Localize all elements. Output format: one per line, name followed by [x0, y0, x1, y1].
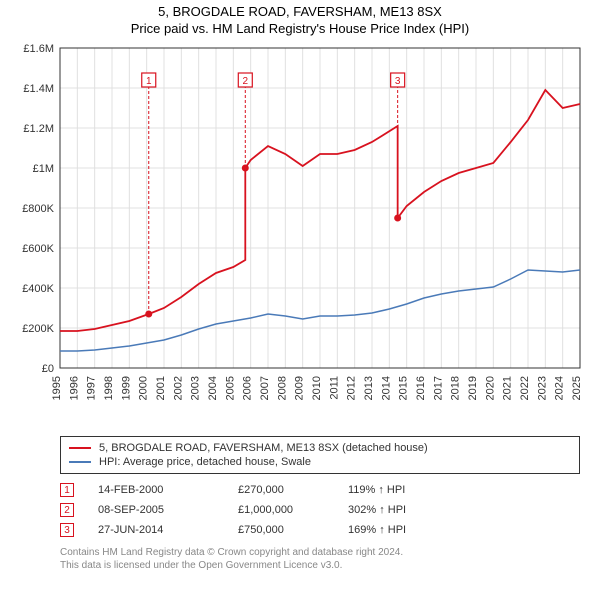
x-tick-label: 2020	[484, 376, 496, 400]
sale-row: 3 27-JUN-2014£750,000169% ↑ HPI	[60, 520, 580, 540]
x-tick-label: 2019	[467, 376, 479, 400]
x-tick-label: 2004	[207, 376, 219, 400]
x-tick-label: 2000	[138, 376, 150, 400]
sale-row: 2 08-SEP-2005£1,000,000302% ↑ HPI	[60, 500, 580, 520]
y-tick-label: £800K	[22, 203, 54, 215]
x-tick-label: 1998	[103, 376, 115, 400]
x-tick-label: 2025	[571, 376, 583, 400]
legend-label: HPI: Average price, detached house, Swal…	[99, 456, 311, 468]
sale-price: £270,000	[238, 484, 348, 496]
x-tick-label: 2021	[502, 376, 514, 400]
x-tick-label: 1997	[86, 376, 98, 400]
y-tick-label: £600K	[22, 243, 54, 255]
legend-item: 5, BROGDALE ROAD, FAVERSHAM, ME13 8SX (d…	[69, 441, 571, 455]
attribution-line1: Contains HM Land Registry data © Crown c…	[60, 546, 580, 559]
x-tick-label: 2017	[432, 376, 444, 400]
x-tick-label: 1995	[51, 376, 63, 400]
sale-hpi: 302% ↑ HPI	[348, 504, 406, 516]
legend: 5, BROGDALE ROAD, FAVERSHAM, ME13 8SX (d…	[60, 436, 580, 474]
chart-svg: £0 £200K £400K £600K £800K £1M £1.2M £1.4M £1.6M…	[0, 38, 600, 428]
x-tick-label: 2005	[224, 376, 236, 400]
x-tick-label: 2016	[415, 376, 427, 400]
x-tick-label: 1996	[68, 376, 80, 400]
y-tick-label: £400K	[22, 283, 54, 295]
x-tick-label: 1999	[120, 376, 132, 400]
sale-price: £750,000	[238, 524, 348, 536]
x-tick-label: 2023	[536, 376, 548, 400]
y-tick-label: £1.4M	[23, 83, 54, 95]
legend-swatch	[69, 461, 91, 463]
page-container: 5, BROGDALE ROAD, FAVERSHAM, ME13 8SX Pr…	[0, 0, 600, 572]
x-tick-label: 2015	[398, 376, 410, 400]
chart-title-block: 5, BROGDALE ROAD, FAVERSHAM, ME13 8SX Pr…	[0, 0, 600, 38]
x-tick-label: 2009	[294, 376, 306, 400]
x-tick-label: 2022	[519, 376, 531, 400]
y-tick-label: £0	[42, 363, 54, 375]
y-tick-label: £200K	[22, 323, 54, 335]
x-tick-label: 2012	[346, 376, 358, 400]
sale-marker: 1	[60, 483, 74, 497]
y-tick-label: £1.6M	[23, 43, 54, 55]
sale-date: 27-JUN-2014	[98, 524, 238, 536]
sale-marker-num: 2	[243, 76, 249, 87]
attribution: Contains HM Land Registry data © Crown c…	[60, 546, 580, 572]
x-tick-label: 2024	[554, 376, 566, 400]
x-tick-label: 2013	[363, 376, 375, 400]
legend-swatch	[69, 447, 91, 449]
sale-hpi: 169% ↑ HPI	[348, 524, 406, 536]
sales-table: 1 14-FEB-2000£270,000119% ↑ HPI 2 08-SEP-20…	[60, 480, 580, 540]
sale-marker: 2	[60, 503, 74, 517]
x-tick-label: 2010	[311, 376, 323, 400]
x-tick-label: 2007	[259, 376, 271, 400]
sale-date: 08-SEP-2005	[98, 504, 238, 516]
legend-item: HPI: Average price, detached house, Swal…	[69, 455, 571, 469]
x-tick-label: 2008	[276, 376, 288, 400]
sale-marker: 3	[60, 523, 74, 537]
sale-row: 1 14-FEB-2000£270,000119% ↑ HPI	[60, 480, 580, 500]
x-tick-label: 2011	[328, 376, 340, 400]
x-tick-label: 2002	[172, 376, 184, 400]
x-tick-label: 2014	[380, 376, 392, 400]
sale-date: 14-FEB-2000	[98, 484, 238, 496]
legend-label: 5, BROGDALE ROAD, FAVERSHAM, ME13 8SX (d…	[99, 442, 428, 454]
title-line2: Price paid vs. HM Land Registry's House …	[0, 21, 600, 36]
x-tick-label: 2003	[190, 376, 202, 400]
y-tick-label: £1M	[33, 163, 54, 175]
sale-hpi: 119% ↑ HPI	[348, 484, 405, 496]
x-tick-label: 2001	[155, 376, 167, 400]
chart: £0 £200K £400K £600K £800K £1M £1.2M £1.4M £1.6M…	[0, 38, 600, 428]
attribution-line2: This data is licensed under the Open Gov…	[60, 559, 580, 572]
sale-marker-num: 1	[146, 76, 152, 87]
sale-price: £1,000,000	[238, 504, 348, 516]
y-tick-label: £1.2M	[23, 123, 54, 135]
sale-marker-num: 3	[395, 76, 401, 87]
x-tick-label: 2018	[450, 376, 462, 400]
title-line1: 5, BROGDALE ROAD, FAVERSHAM, ME13 8SX	[0, 4, 600, 19]
x-tick-label: 2006	[242, 376, 254, 400]
